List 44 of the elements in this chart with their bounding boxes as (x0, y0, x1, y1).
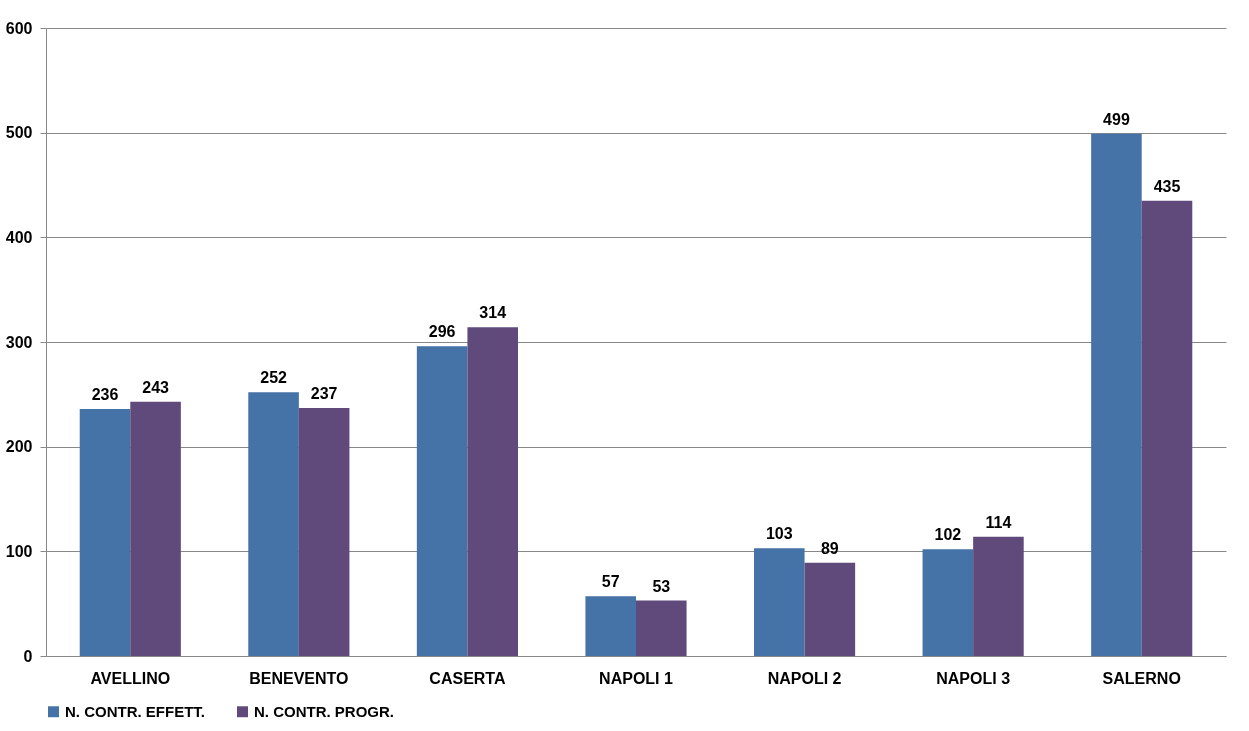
bar (754, 548, 805, 656)
data-label: 243 (142, 378, 170, 396)
bar (1091, 133, 1142, 656)
data-label: 102 (934, 526, 962, 544)
data-label: 57 (601, 573, 620, 591)
bar (79, 408, 131, 656)
data-label: 236 (91, 385, 119, 403)
bar (416, 346, 468, 656)
data-label: 114 (985, 513, 1012, 531)
x-tick-label: NAPOLI 3 (936, 669, 1011, 687)
x-tick-label: BENEVENTO (249, 669, 349, 687)
y-tick-label: 100 (5, 542, 33, 560)
legend-label: N. CONTR. EFFETT. (65, 702, 205, 720)
bar (467, 327, 518, 656)
bar (130, 401, 181, 656)
y-tick-label: 0 (23, 647, 33, 665)
bar (585, 596, 636, 656)
data-label: 314 (479, 304, 507, 322)
bar (298, 407, 350, 656)
data-label: 237 (310, 384, 338, 402)
x-tick-label: NAPOLI 2 (767, 669, 842, 687)
bar (1141, 200, 1193, 656)
x-tick-label: CASERTA (429, 669, 506, 687)
bar (248, 392, 299, 656)
legend-label: N. CONTR. PROGR. (254, 702, 395, 720)
x-tick-label: SALERNO (1102, 669, 1181, 687)
bar (636, 600, 687, 656)
data-label: 296 (428, 323, 456, 341)
y-tick-label: 500 (5, 124, 33, 142)
bar (922, 549, 974, 656)
y-tick-label: 600 (5, 19, 33, 37)
y-tick-label: 300 (5, 333, 33, 351)
bar (804, 562, 856, 656)
x-tick-label: NAPOLI 1 (599, 669, 673, 687)
x-tick-label: AVELLINO (90, 669, 171, 687)
data-label: 499 (1103, 110, 1130, 128)
data-label: 103 (765, 525, 793, 543)
data-label: 435 (1153, 177, 1181, 195)
y-tick-label: 200 (5, 438, 33, 456)
y-tick-label: 400 (5, 228, 33, 246)
data-label: 89 (820, 539, 839, 557)
bar (973, 536, 1024, 656)
data-label: 252 (260, 369, 288, 387)
data-label: 53 (652, 577, 671, 595)
